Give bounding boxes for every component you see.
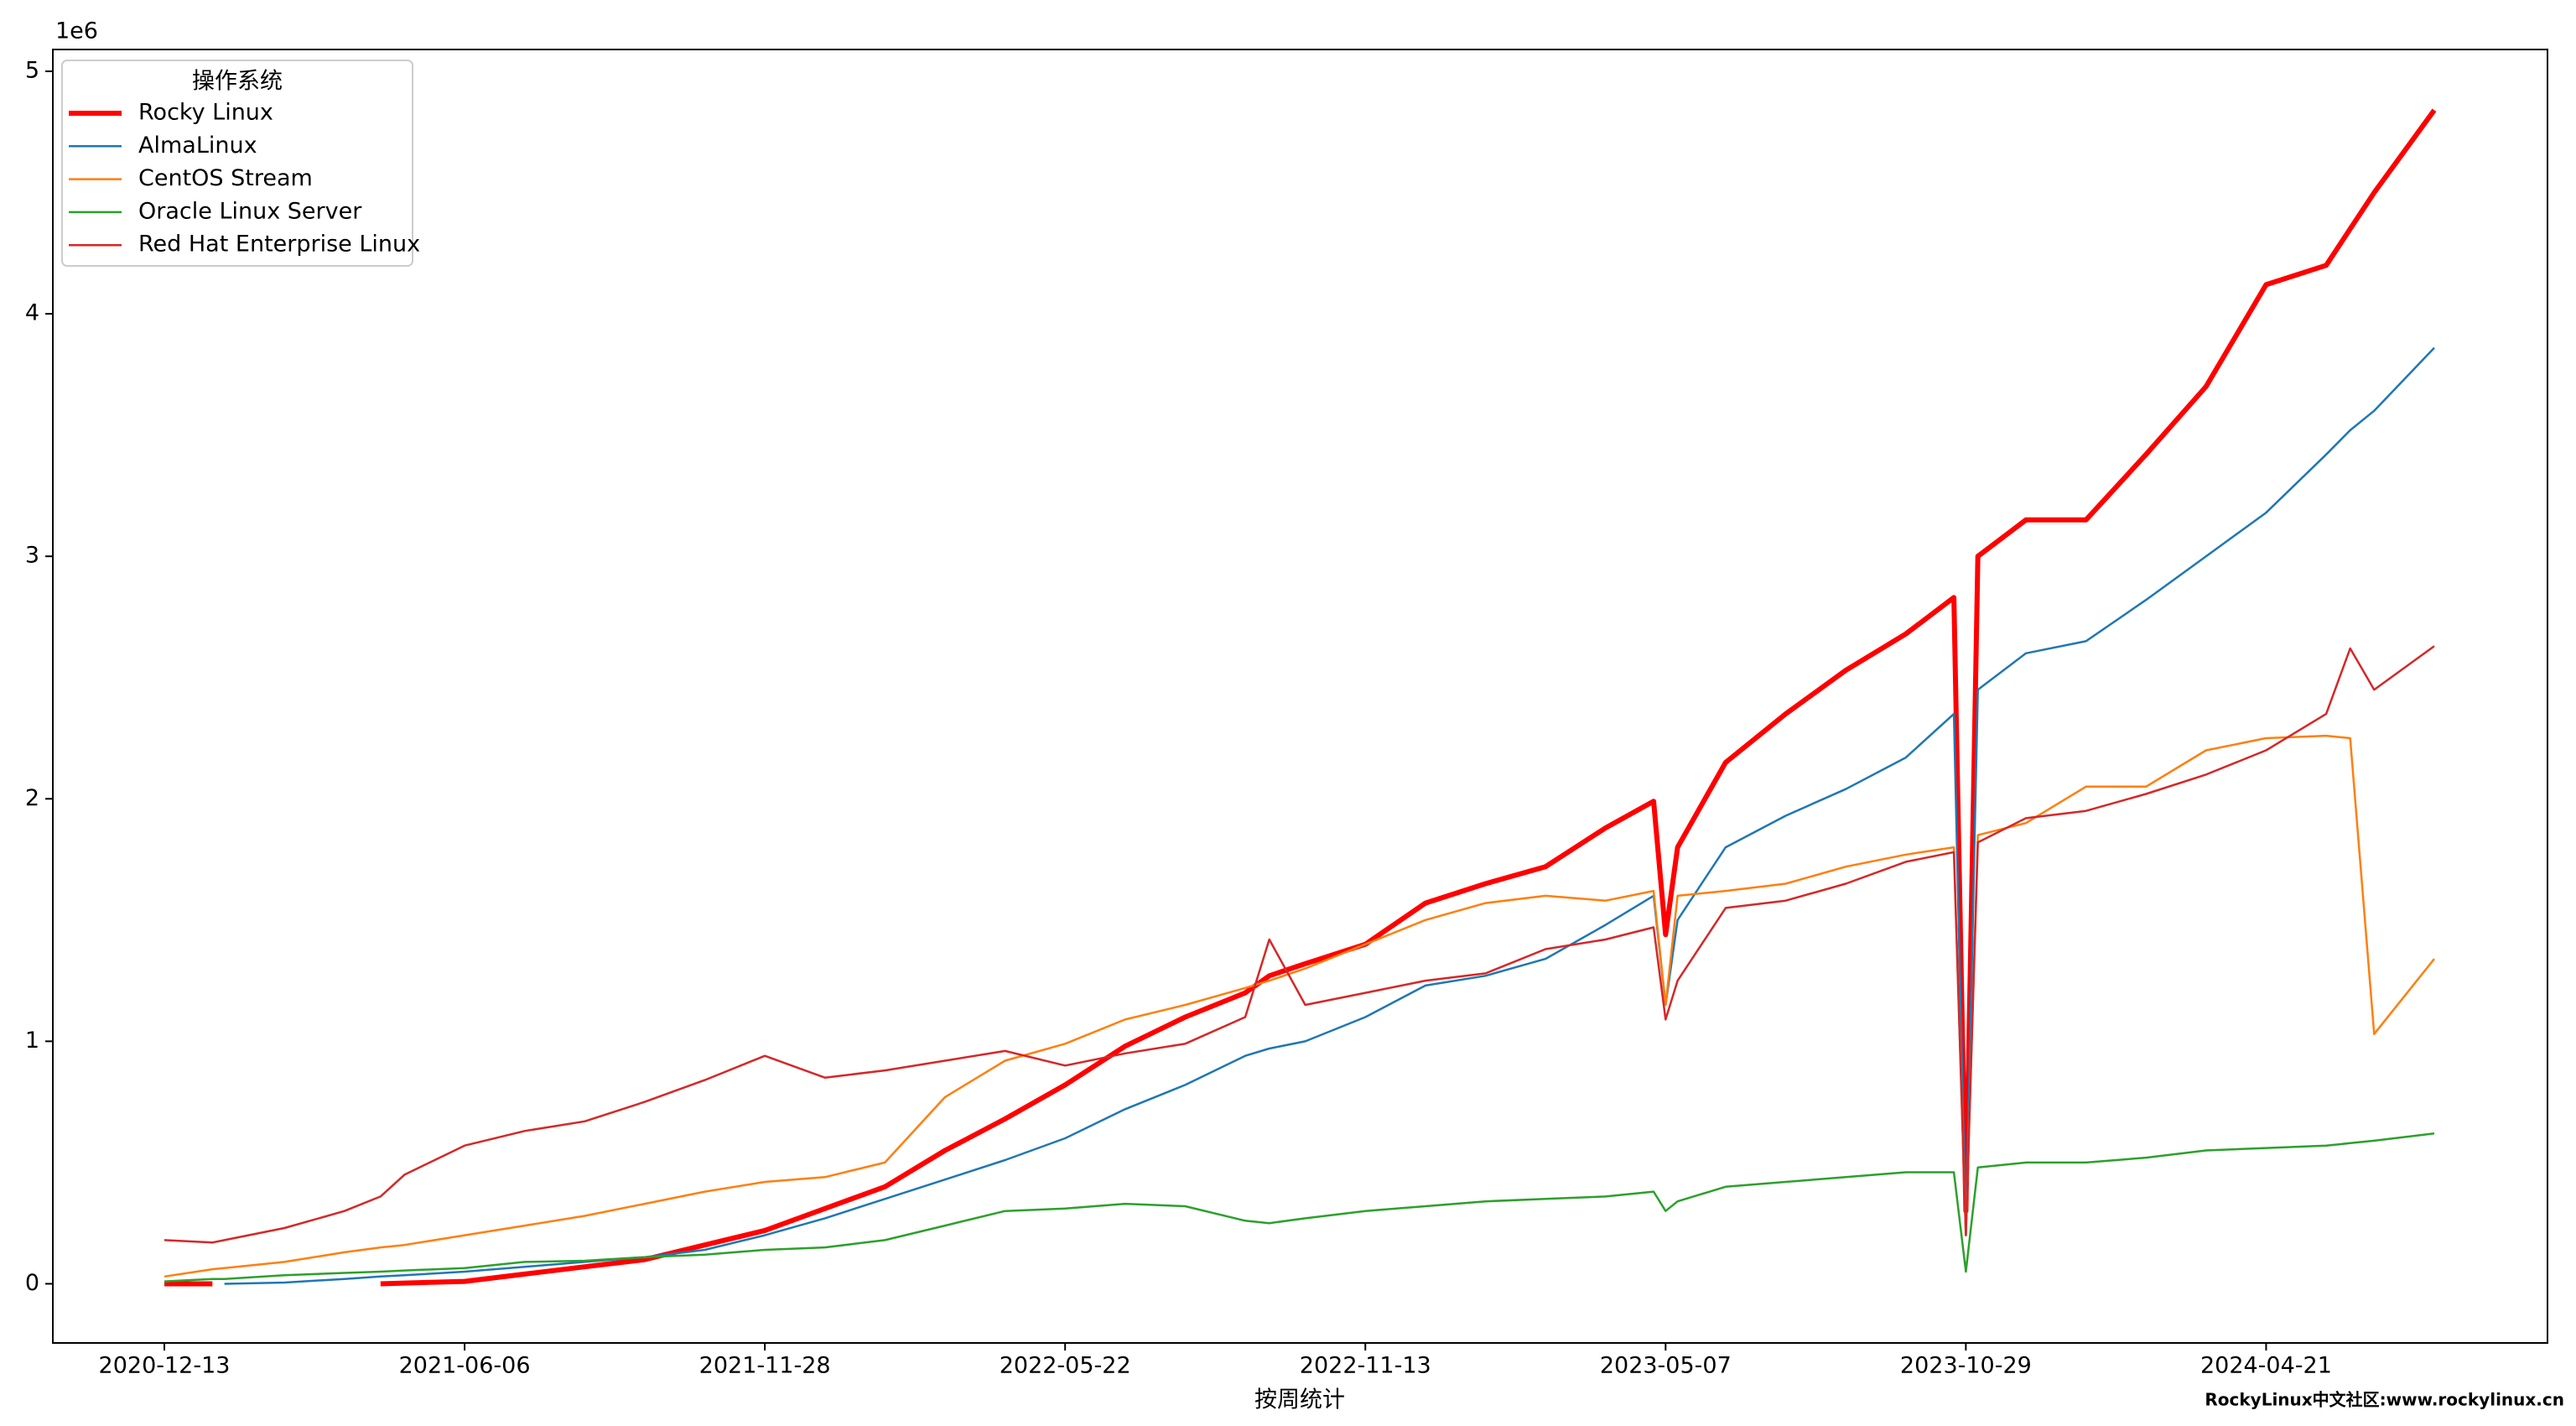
series-line <box>164 1132 2435 1283</box>
x-tick-label: 2022-05-22 <box>1000 1353 1131 1379</box>
x-tick-label: 2021-06-06 <box>399 1353 531 1379</box>
x-tick-label: 2020-12-13 <box>99 1353 231 1379</box>
x-tick-label: 2023-05-07 <box>1600 1353 1732 1379</box>
x-tick-label: 2024-04-21 <box>2200 1353 2332 1379</box>
y-tick-label: 0 <box>25 1270 39 1296</box>
watermark: RockyLinux中文社区:www.rockylinux.cn <box>2205 1390 2564 1410</box>
legend-label: Oracle Linux Server <box>138 198 362 224</box>
x-tick-label: 2023-10-29 <box>1900 1353 2032 1379</box>
y-tick-label: 3 <box>25 543 39 569</box>
x-tick-label: 2022-11-13 <box>1300 1353 1431 1379</box>
legend-box <box>61 60 413 267</box>
series-line <box>164 645 2435 1244</box>
y-offset-label: 1e6 <box>55 18 98 44</box>
x-tick-label: 2021-11-28 <box>699 1353 831 1379</box>
legend: 操作系统 Rocky Linux AlmaLinux CentOS Stream Ora… <box>61 60 420 267</box>
series-line <box>164 734 2435 1278</box>
y-tick-label: 5 <box>25 58 39 84</box>
y-tick-label: 1 <box>25 1028 39 1054</box>
plot-frame <box>52 49 2548 1344</box>
series-line <box>224 346 2435 1285</box>
series-line <box>164 108 2437 1287</box>
legend-label: Rocky Linux <box>138 100 273 126</box>
legend-label: CentOS Stream <box>138 165 313 191</box>
x-axis-label: 按周统计 <box>1254 1387 1345 1413</box>
legend-label: Red Hat Enterprise Linux <box>138 232 420 258</box>
legend-title: 操作系统 <box>192 69 283 95</box>
y-tick-label: 4 <box>25 300 39 326</box>
y-tick-label: 2 <box>25 785 39 811</box>
legend-label: AlmaLinux <box>138 133 257 159</box>
